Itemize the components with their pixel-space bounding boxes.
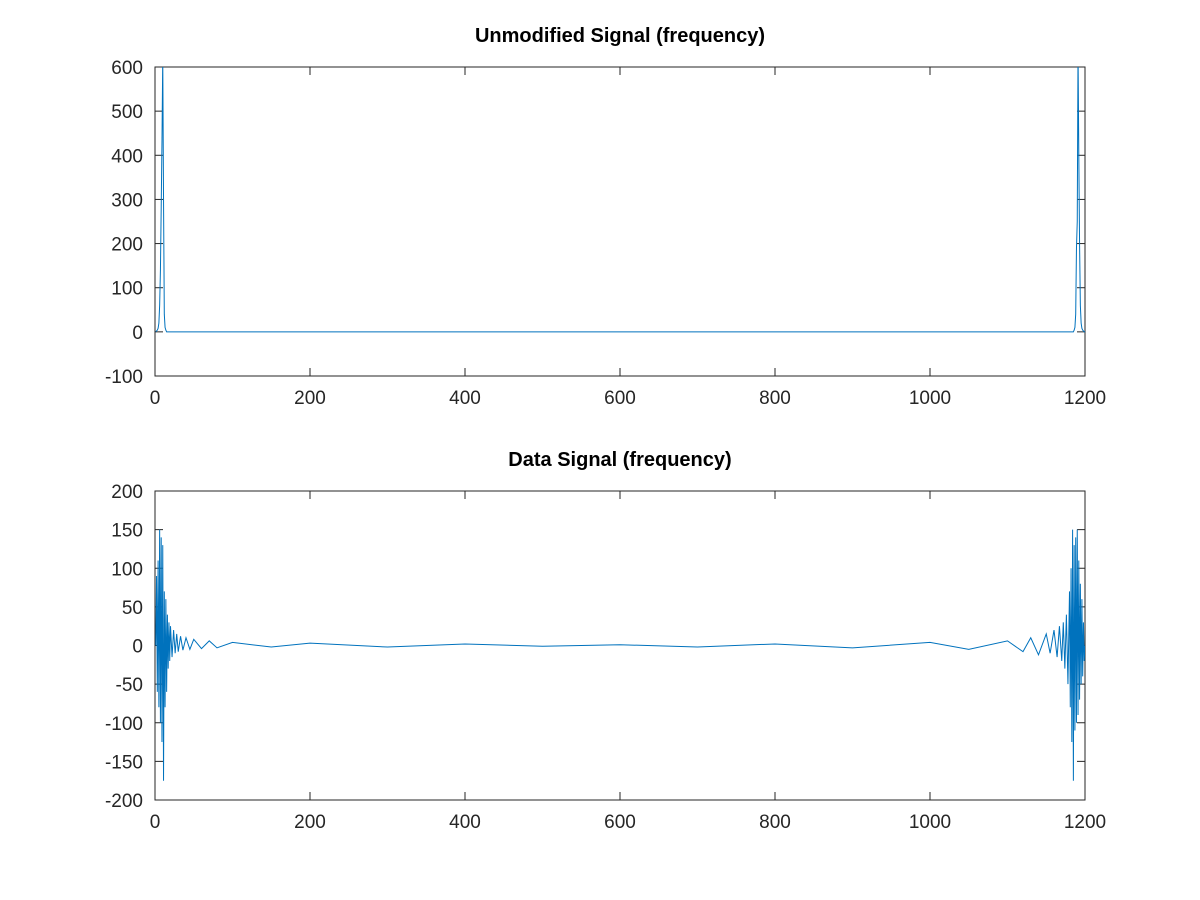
y-tick-label: 200 xyxy=(111,482,143,503)
axes-frame xyxy=(154,66,1086,377)
x-tick-label: 1000 xyxy=(909,388,951,409)
chart-title: Unmodified Signal (frequency) xyxy=(475,25,765,47)
plot-area xyxy=(155,529,1085,781)
y-tick-labels: -100 0 100 200 300 400 500 600 xyxy=(105,58,143,388)
y-tick-label: -200 xyxy=(105,791,143,812)
axes-box xyxy=(154,66,1086,377)
subplot-unmodified-signal: Unmodified Signal (frequency) 0 200 400 600… xyxy=(105,25,1106,409)
x-tick-label: 1000 xyxy=(909,812,951,833)
x-tick-label: 0 xyxy=(150,812,161,833)
x-tick-label: 800 xyxy=(759,812,791,833)
y-tick-label: -50 xyxy=(116,675,143,696)
y-tick-label: 50 xyxy=(122,598,143,619)
y-tick-label: 400 xyxy=(111,146,143,167)
y-tick-label: 300 xyxy=(111,190,143,211)
x-tick-label: 1200 xyxy=(1064,812,1106,833)
y-tick-label: 100 xyxy=(111,279,143,300)
x-tick-label: 400 xyxy=(449,812,481,833)
y-tick-label: 600 xyxy=(111,58,143,79)
plot-area xyxy=(155,67,1085,333)
y-tick-label: 200 xyxy=(111,235,143,256)
y-tick-label: -100 xyxy=(105,367,143,388)
y-tick-label: -150 xyxy=(105,752,143,773)
chart-title: Data Signal (frequency) xyxy=(508,449,731,471)
x-tick-label: 0 xyxy=(150,388,161,409)
x-tick-label: 400 xyxy=(449,388,481,409)
y-tick-label: 150 xyxy=(111,521,143,542)
x-tick-label: 200 xyxy=(294,812,326,833)
y-tick-label: 100 xyxy=(111,559,143,580)
x-tick-label: 600 xyxy=(604,812,636,833)
x-tick-label: 800 xyxy=(759,388,791,409)
x-tick-label: 200 xyxy=(294,388,326,409)
y-tick-label: -100 xyxy=(105,714,143,735)
series-line-0 xyxy=(155,529,1085,781)
y-tick-label: 0 xyxy=(132,323,143,344)
y-tick-labels: -200 -150 -100 -50 0 50 100 150 200 xyxy=(105,482,143,812)
x-tick-label: 600 xyxy=(604,388,636,409)
y-tick-label: 0 xyxy=(132,637,143,658)
subplot-data-signal: Data Signal (frequency) 0 200 400 600 800 100… xyxy=(105,449,1106,833)
series-line-0 xyxy=(155,67,1085,333)
x-tick-label: 1200 xyxy=(1064,388,1106,409)
x-tick-labels: 0 200 400 600 800 1000 1200 xyxy=(150,388,1106,409)
y-tick-label: 500 xyxy=(111,102,143,123)
x-tick-labels: 0 200 400 600 800 1000 1200 xyxy=(150,812,1106,833)
